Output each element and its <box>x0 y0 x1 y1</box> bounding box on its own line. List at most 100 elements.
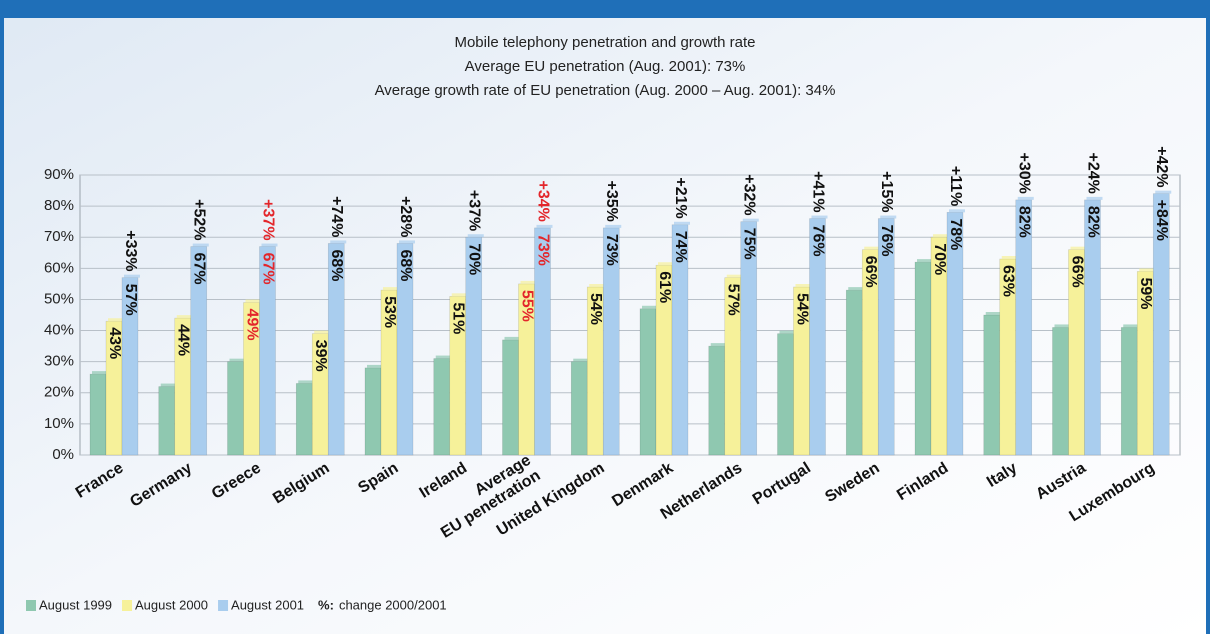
bar-top <box>1070 246 1087 250</box>
bar-top <box>726 274 743 278</box>
value-label: 55% <box>518 290 535 322</box>
bar <box>502 339 519 456</box>
bar-top <box>642 305 658 309</box>
value-label: 54% <box>587 293 604 325</box>
value-label: 54% <box>793 293 810 325</box>
change-label: +21% <box>672 177 689 218</box>
bar-top <box>811 215 828 219</box>
bar <box>570 361 588 456</box>
change-label: +34% <box>534 181 551 222</box>
bar-top <box>504 336 521 340</box>
value-label: 67% <box>191 253 208 285</box>
bar <box>433 358 451 456</box>
change-label: +52% <box>191 199 208 240</box>
right-border <box>1206 0 1210 634</box>
bar <box>1015 199 1033 456</box>
bar-top <box>779 330 796 334</box>
bar-top <box>658 262 674 266</box>
bar-top <box>710 343 727 347</box>
change-label: +32% <box>741 174 758 215</box>
bar-top <box>367 364 383 368</box>
value-label: 78% <box>947 218 964 250</box>
value-label: 82% <box>1016 206 1033 238</box>
change-label: +37% <box>259 199 276 240</box>
bar-top <box>605 224 622 228</box>
value-label: 57% <box>122 284 139 316</box>
change-label: +37% <box>466 190 483 231</box>
value-label: 82% <box>1084 206 1101 238</box>
bar-top <box>573 358 590 362</box>
y-tick-label: 70% <box>44 228 74 245</box>
change-label: +30% <box>1016 153 1033 194</box>
value-label: 67% <box>259 253 276 285</box>
bar-top <box>261 243 278 247</box>
bar-top <box>399 240 415 244</box>
value-label: 68% <box>328 249 345 281</box>
legend-note-text: change 2000/2001 <box>339 597 447 612</box>
legend-swatch <box>122 600 133 611</box>
bar <box>364 367 382 456</box>
bar-top <box>864 246 881 250</box>
change-label: +42% <box>1153 146 1170 187</box>
bar-top <box>933 234 949 238</box>
bar <box>227 361 244 456</box>
value-label: 51% <box>450 302 467 334</box>
value-label: 49% <box>243 309 260 341</box>
bar-top <box>160 383 177 387</box>
bar <box>89 373 107 456</box>
value-label: 76% <box>878 225 895 257</box>
bar-top <box>520 280 537 284</box>
bar <box>1120 327 1138 456</box>
value-label: 75% <box>741 228 758 260</box>
legend-swatch <box>26 600 36 611</box>
bar <box>295 383 313 456</box>
value-label: 73% <box>603 234 620 266</box>
value-label: 61% <box>656 271 673 303</box>
bar <box>708 345 726 456</box>
change-label: +28% <box>397 196 414 237</box>
y-tick-label: 10% <box>44 415 74 432</box>
bar-top <box>1139 268 1156 272</box>
legend-label: August 2001 <box>231 597 304 612</box>
legend-label: August 1999 <box>39 597 112 612</box>
y-tick-label: 40% <box>44 322 74 339</box>
legend-note-key: %: <box>318 597 334 612</box>
change-label: +74% <box>328 196 345 237</box>
value-label: +84% <box>1153 200 1170 241</box>
bar-top <box>245 299 262 303</box>
y-tick-label: 0% <box>52 446 74 463</box>
change-label: +41% <box>809 171 826 212</box>
bar-top <box>192 243 209 247</box>
value-label: 44% <box>175 324 192 356</box>
bar-top <box>848 287 865 291</box>
bar-top <box>298 380 315 384</box>
bar <box>914 261 932 456</box>
y-tick-label: 30% <box>44 353 74 370</box>
y-tick-label: 90% <box>44 166 74 183</box>
chart-subtitle: Average EU penetration (Aug. 2001): 73% <box>465 58 746 75</box>
bar-top <box>383 287 399 291</box>
bar-top <box>314 330 331 334</box>
value-label: 68% <box>397 249 414 281</box>
value-label: 76% <box>809 225 826 257</box>
bar-top <box>92 371 108 375</box>
bar-top <box>880 215 897 219</box>
value-label: 43% <box>106 327 123 359</box>
bar-top <box>1123 324 1140 328</box>
legend-label: August 2000 <box>135 597 208 612</box>
bar-top <box>742 218 759 222</box>
bar <box>639 308 657 456</box>
value-label: 57% <box>725 284 742 316</box>
bar-top <box>795 284 812 287</box>
bar-top <box>229 358 246 362</box>
value-label: 66% <box>1068 256 1085 288</box>
bar-top <box>108 318 124 322</box>
bar-top <box>176 315 193 319</box>
value-label: 63% <box>1000 265 1017 297</box>
left-border <box>0 0 4 634</box>
change-label: +33% <box>122 230 139 271</box>
bar <box>1084 199 1101 456</box>
bar-top <box>589 284 606 287</box>
